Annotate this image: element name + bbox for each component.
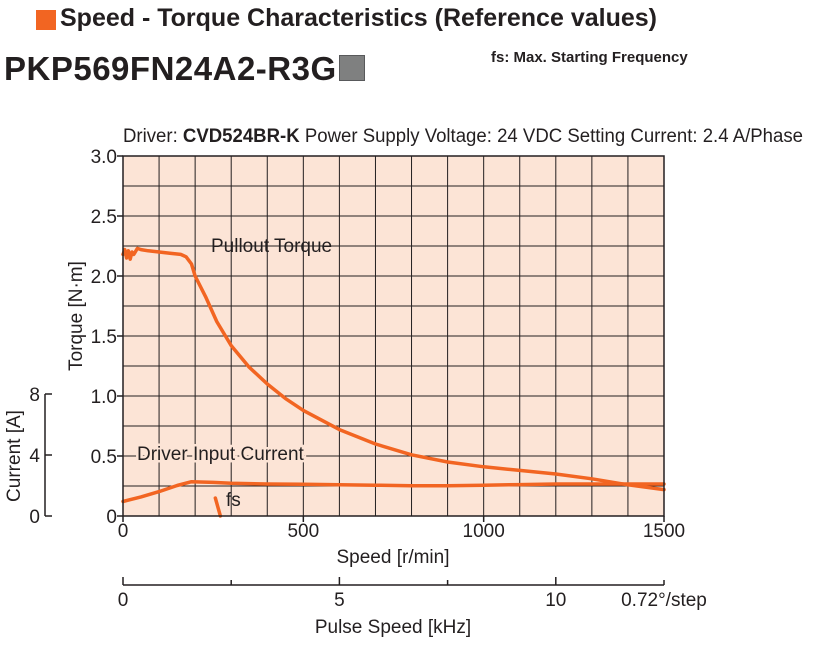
pullout-torque-label: Pullout Torque <box>211 236 332 257</box>
tick-labels: 0 0.5 1.0 1.5 2.0 2.5 3.0 0 500 1000 1500 0 4 8 0 5 10 <box>29 147 685 611</box>
header-accent-square <box>36 10 56 30</box>
y-tick-label: 3.0 <box>91 147 117 168</box>
pulse-speed-tick-label: 10 <box>545 590 566 611</box>
x-axis-label: Speed [r/min] <box>337 547 450 568</box>
y-tick-label: 0.5 <box>91 447 117 468</box>
x-tick-label: 1500 <box>643 521 685 542</box>
fs-marker-line <box>213 496 223 518</box>
x-tick-label: 0 <box>118 521 129 542</box>
plot-series <box>121 246 666 518</box>
pulse-speed-tick-label: 5 <box>334 590 345 611</box>
plot-axes <box>44 155 665 586</box>
pullout-torque-line <box>121 246 666 492</box>
pulse-speed-tick-label: 0 <box>118 590 129 611</box>
subtitle-driver-model: CVD524BR-K <box>183 126 300 147</box>
x-tick-label: 1000 <box>463 521 505 542</box>
y-tick-label: 2.5 <box>91 207 117 228</box>
y-tick-label: 2.0 <box>91 267 117 288</box>
model-number: PKP569FN24A2-R3G <box>4 50 365 88</box>
y-tick-label: 0 <box>106 507 117 528</box>
y-axis-label: Torque [N·m] <box>66 261 87 371</box>
current-tick-label: 8 <box>29 385 40 406</box>
fs-legend-note: fs: Max. Starting Frequency <box>491 49 688 66</box>
y-tick-label: 1.5 <box>91 327 117 348</box>
subtitle-driver-label: Driver: <box>123 126 178 147</box>
current-tick-label: 0 <box>29 507 40 528</box>
chart-subtitle: Driver: CVD524BR-K Power Supply Voltage:… <box>123 126 803 147</box>
current-tick-label: 4 <box>29 446 40 467</box>
subtitle-supply-info: Power Supply Voltage: 24 VDC Setting Cur… <box>305 126 803 147</box>
fs-marker-label: fs <box>226 490 241 511</box>
model-suffix-box <box>338 55 365 81</box>
x-tick-label: 500 <box>287 521 319 542</box>
y-tick-label: 1.0 <box>91 387 117 408</box>
driver-input-current-label: Driver Input Current <box>137 444 305 465</box>
current-axis-label: Current [A] <box>4 410 25 502</box>
pulse-speed-unit: 0.72°/step <box>621 590 707 611</box>
model-number-text: PKP569FN24A2-R3G <box>4 50 337 87</box>
pulse-speed-axis-label: Pulse Speed [kHz] <box>315 617 471 638</box>
driver-input-current-line <box>121 479 666 504</box>
page-title: Speed - Torque Characteristics (Referenc… <box>60 4 657 32</box>
